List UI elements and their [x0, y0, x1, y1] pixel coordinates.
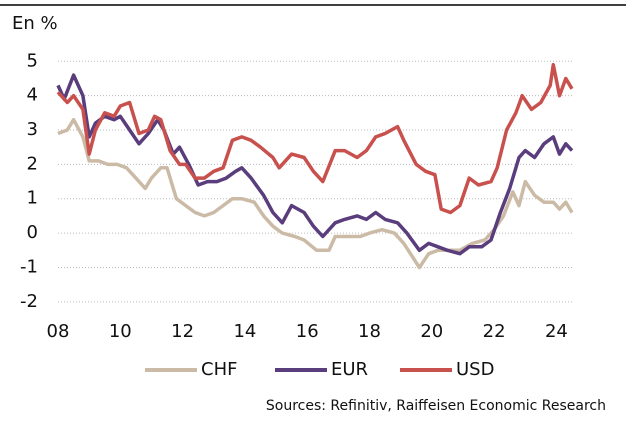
y-tick-label: 3: [27, 119, 38, 140]
y-tick-label: -1: [20, 256, 38, 277]
x-tick-label: 14: [233, 321, 256, 342]
line-series: [56, 73, 574, 256]
legend-label: USD: [456, 359, 494, 380]
x-tick-label: 24: [545, 321, 568, 342]
chart-title: En %: [12, 13, 58, 34]
y-tick-label: 2: [27, 153, 38, 174]
x-tick-label: 20: [420, 321, 443, 342]
line-series: [56, 62, 574, 215]
legend-label: CHF: [201, 359, 237, 380]
y-tick-label: 0: [27, 222, 38, 243]
y-tick-label: -2: [20, 291, 38, 312]
y-tick-label: 5: [27, 50, 38, 71]
x-tick-label: 22: [483, 321, 506, 342]
x-tick-label: 12: [171, 321, 194, 342]
x-tick-label: 10: [109, 321, 132, 342]
legend-label: EUR: [331, 359, 368, 380]
y-tick-label: 4: [27, 85, 38, 106]
source: Sources: Refinitiv, Raiffeisen Economic …: [266, 398, 606, 414]
line-series: [57, 117, 574, 270]
x-tick-label: 08: [47, 321, 70, 342]
x-tick-label: 18: [358, 321, 381, 342]
y-tick-label: 1: [27, 188, 38, 209]
x-tick-label: 16: [296, 321, 319, 342]
